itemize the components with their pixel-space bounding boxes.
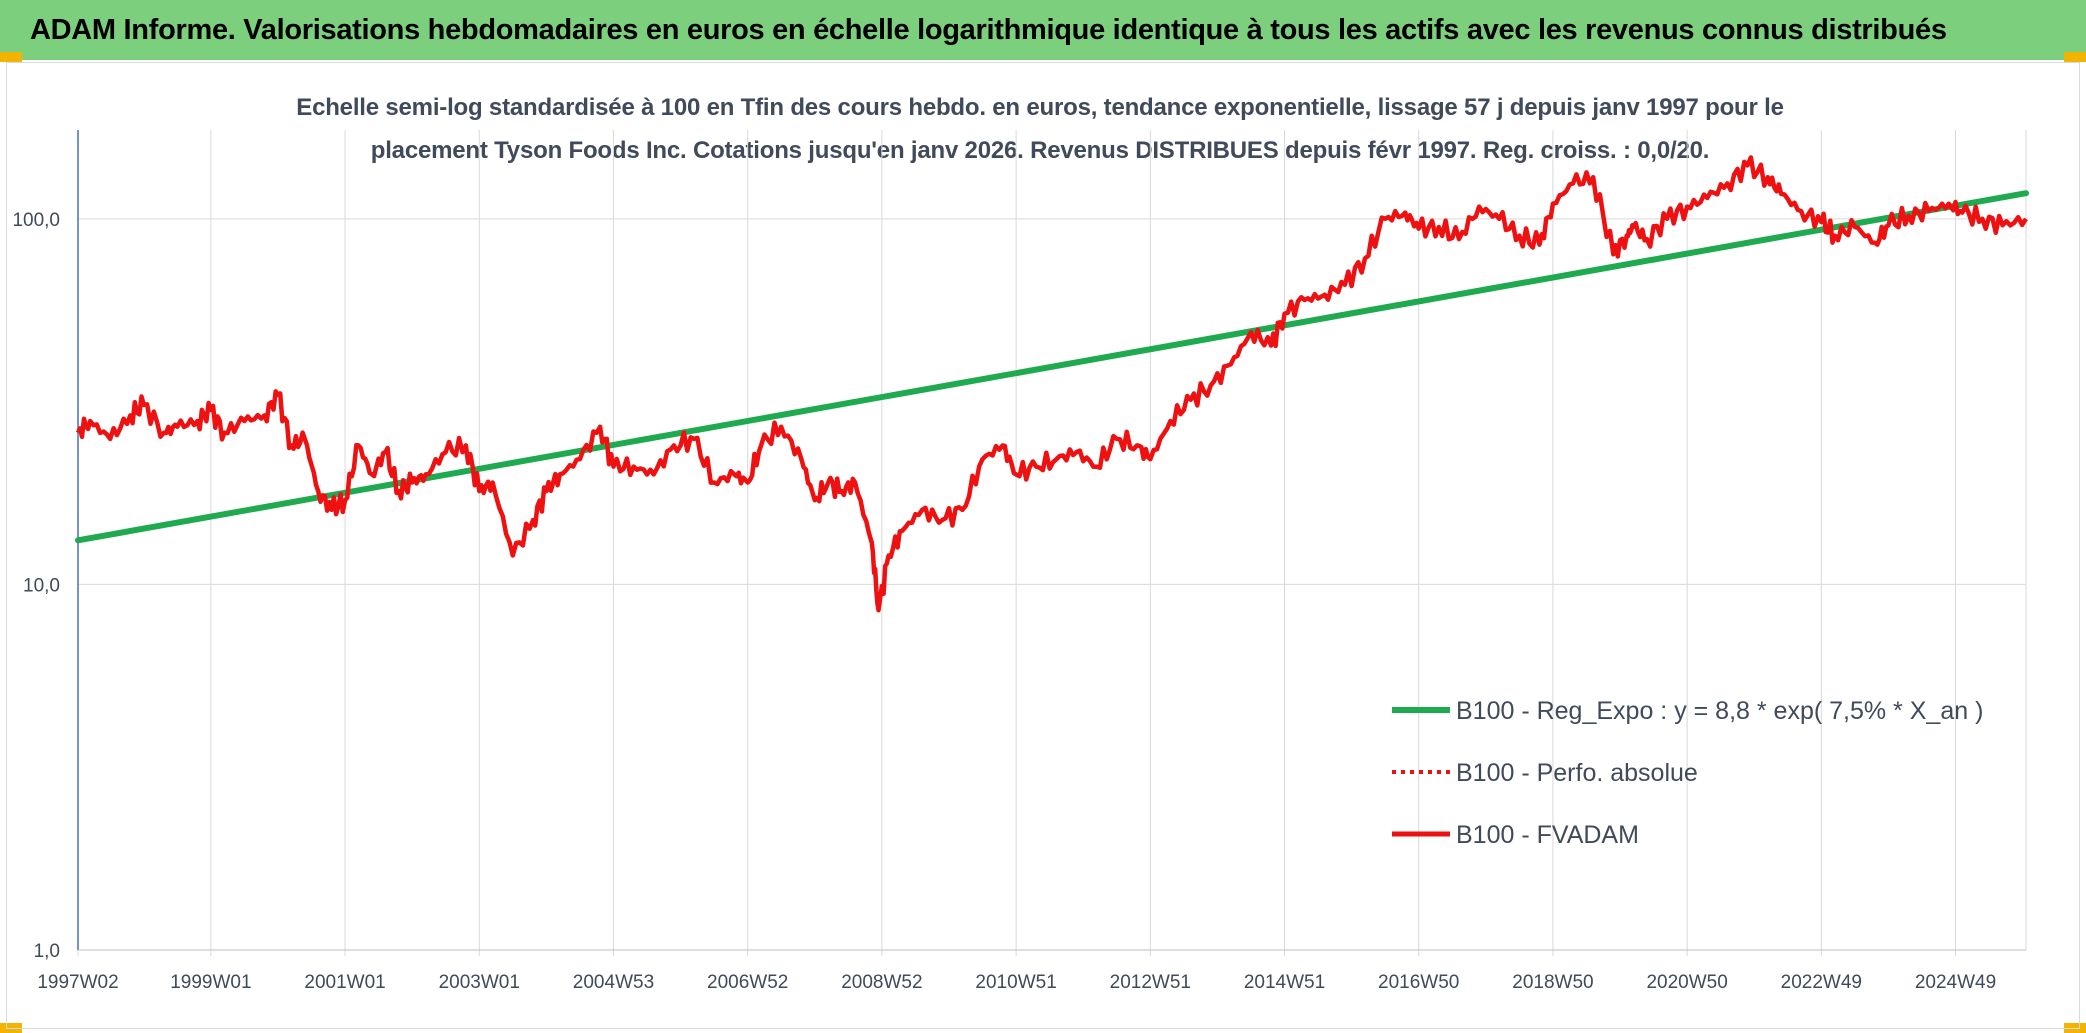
x-tick-label: 2004W53 (573, 972, 654, 993)
x-tick-label: 2003W01 (439, 972, 520, 993)
x-tick-label: 2001W01 (304, 972, 385, 993)
x-tick-label: 1997W02 (37, 972, 118, 993)
x-tick-label: 1999W01 (170, 972, 251, 993)
x-tick-label: 2022W49 (1781, 972, 1862, 993)
series-line-reg-expo (75, 190, 2029, 544)
x-tick-label: 2006W52 (707, 972, 788, 993)
corner-marker (2064, 52, 2086, 62)
corner-marker (0, 52, 22, 62)
x-tick-label: 2024W49 (1915, 972, 1996, 993)
series-line-fvadam (75, 155, 2028, 613)
x-tick-label: 2018W50 (1512, 972, 1593, 993)
x-tick-label: 2014W51 (1244, 972, 1325, 993)
header-title: ADAM Informe. Valorisations hebdomadaire… (30, 13, 1947, 46)
x-tick-label: 2016W50 (1378, 972, 1459, 993)
legend-item-reg-expo-label: B100 - Reg_Expo : y = 8,8 * exp( 7,5% * … (1456, 697, 1983, 725)
legend-item-perfo-absolue-label: B100 - Perfo. absolue (1456, 759, 1698, 787)
y-tick-label: 100,0 (12, 210, 60, 231)
chart-subtitle: Echelle semi-log standardisée à 100 en T… (180, 86, 1900, 172)
x-tick-label: 2010W51 (975, 972, 1056, 993)
x-tick-label: 2008W52 (841, 972, 922, 993)
legend-item-fvadam-label: B100 - FVADAM (1456, 821, 1639, 849)
x-tick-label: 2012W51 (1110, 972, 1191, 993)
chart-subtitle-line-1: Echelle semi-log standardisée à 100 en T… (296, 94, 1784, 121)
chart-subtitle-line-2: placement Tyson Foods Inc. Cotations jus… (370, 137, 1710, 164)
header-bar: ADAM Informe. Valorisations hebdomadaire… (0, 0, 2086, 60)
chart-frame (6, 62, 2080, 1029)
y-tick-label: 10,0 (23, 575, 60, 596)
y-tick-label: 1,0 (34, 941, 60, 962)
x-tick-label: 2020W50 (1646, 972, 1727, 993)
